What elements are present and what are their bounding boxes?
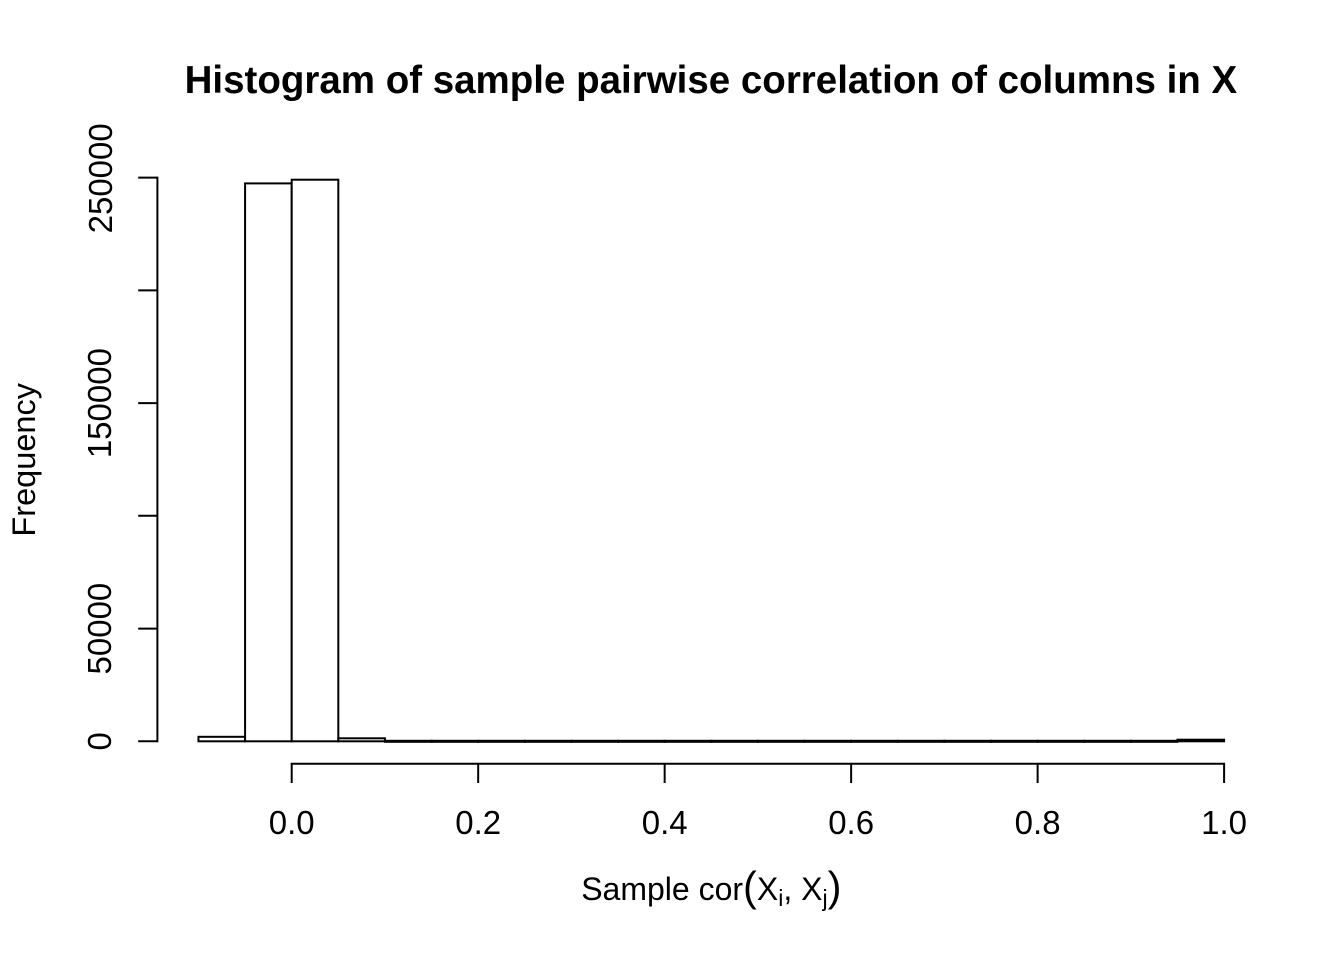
svg-text:50000: 50000 — [81, 583, 118, 675]
svg-text:0.6: 0.6 — [828, 804, 874, 841]
svg-text:0.4: 0.4 — [642, 804, 688, 841]
svg-text:Histogram of sample pairwise c: Histogram of sample pairwise correlation… — [185, 59, 1238, 102]
svg-text:150000: 150000 — [81, 348, 118, 458]
svg-text:0.8: 0.8 — [1015, 804, 1061, 841]
svg-text:1.0: 1.0 — [1201, 804, 1247, 841]
svg-text:Sample cor(Xi, Xj): Sample cor(Xi, Xj) — [581, 863, 841, 911]
svg-text:0: 0 — [81, 732, 118, 750]
svg-text:0.2: 0.2 — [455, 804, 501, 841]
svg-text:250000: 250000 — [82, 123, 119, 233]
svg-text:Frequency: Frequency — [6, 382, 42, 536]
svg-text:0.0: 0.0 — [269, 804, 315, 841]
